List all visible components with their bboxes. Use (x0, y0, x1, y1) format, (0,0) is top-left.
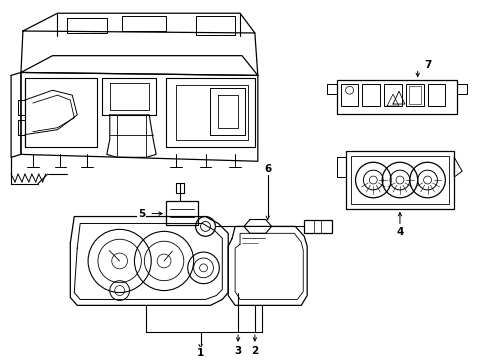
Bar (336, 80, 456, 114)
Text: 5: 5 (138, 208, 145, 219)
Bar (304, 220, 331, 233)
Text: 3: 3 (234, 346, 241, 356)
Bar (326, 84, 336, 94)
Bar (384, 84, 401, 106)
Bar (427, 84, 445, 106)
Bar (350, 156, 448, 204)
Bar (362, 84, 380, 106)
Text: 6: 6 (264, 164, 271, 174)
Bar (340, 84, 358, 106)
Bar (456, 84, 466, 94)
Bar (166, 201, 197, 225)
Bar (345, 152, 453, 209)
Text: 2: 2 (251, 346, 258, 356)
Text: 4: 4 (395, 227, 403, 237)
Text: 7: 7 (423, 59, 430, 69)
Bar (408, 86, 420, 104)
Bar (405, 84, 423, 106)
Text: 1: 1 (197, 348, 204, 358)
